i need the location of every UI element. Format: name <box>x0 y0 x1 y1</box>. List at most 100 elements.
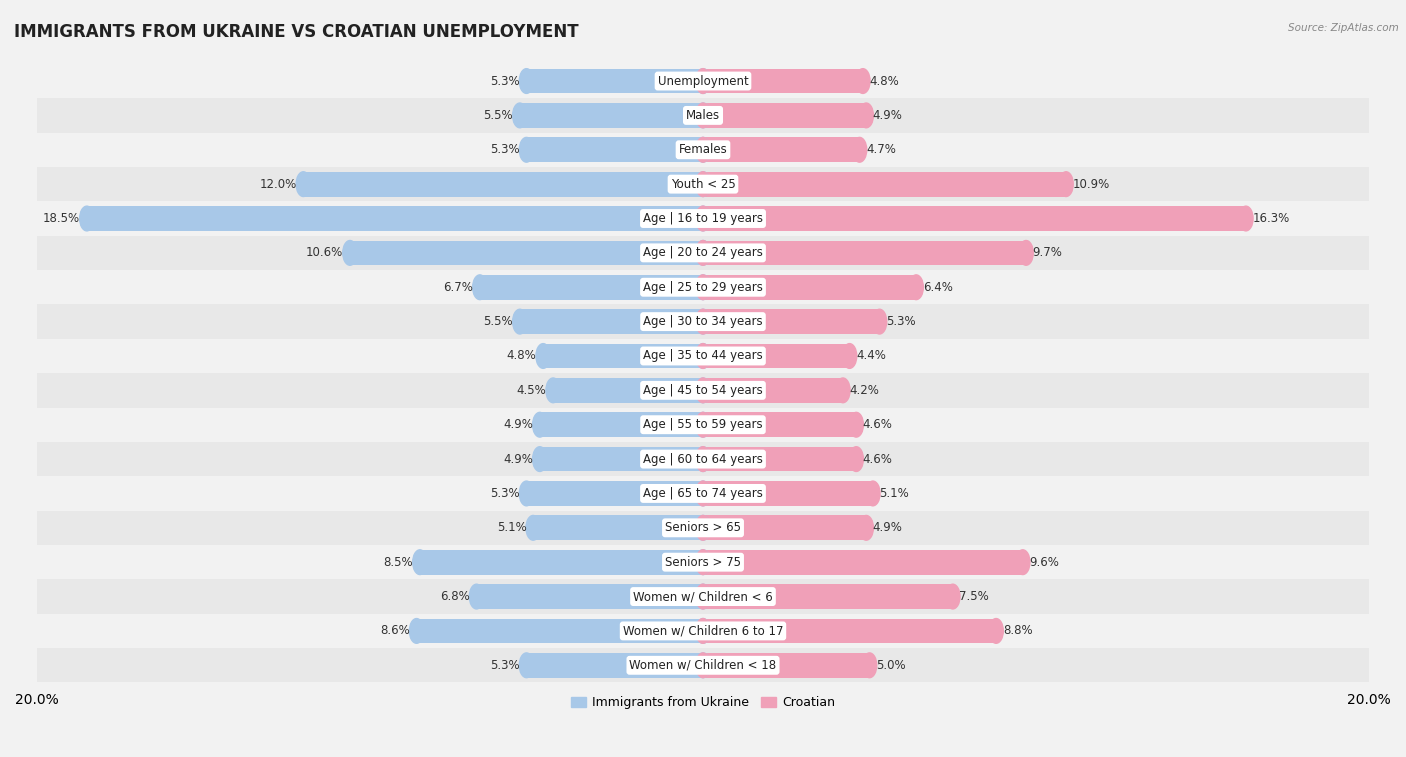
Bar <box>416 618 703 643</box>
Bar <box>703 584 953 609</box>
Bar <box>703 447 856 472</box>
Bar <box>37 407 1369 442</box>
Text: 5.3%: 5.3% <box>491 659 520 671</box>
Bar <box>37 270 1369 304</box>
Ellipse shape <box>513 310 527 334</box>
Ellipse shape <box>696 310 710 334</box>
Bar <box>37 442 1369 476</box>
Ellipse shape <box>696 275 710 300</box>
Text: 4.9%: 4.9% <box>873 109 903 122</box>
Ellipse shape <box>856 69 870 93</box>
Bar <box>526 138 703 162</box>
Text: Females: Females <box>679 143 727 156</box>
Text: 5.3%: 5.3% <box>886 315 915 328</box>
Text: 5.0%: 5.0% <box>876 659 905 671</box>
Ellipse shape <box>470 584 484 609</box>
Ellipse shape <box>696 103 710 128</box>
Ellipse shape <box>696 378 710 403</box>
Bar <box>37 511 1369 545</box>
Bar <box>477 584 703 609</box>
Text: Age | 35 to 44 years: Age | 35 to 44 years <box>643 350 763 363</box>
Bar <box>37 614 1369 648</box>
Ellipse shape <box>696 550 710 575</box>
Text: 9.6%: 9.6% <box>1029 556 1059 569</box>
Text: 8.6%: 8.6% <box>380 625 411 637</box>
Text: IMMIGRANTS FROM UKRAINE VS CROATIAN UNEMPLOYMENT: IMMIGRANTS FROM UKRAINE VS CROATIAN UNEM… <box>14 23 579 41</box>
Bar <box>703 413 856 437</box>
Text: 4.9%: 4.9% <box>503 453 533 466</box>
Text: Age | 30 to 34 years: Age | 30 to 34 years <box>643 315 763 328</box>
Text: Women w/ Children < 6: Women w/ Children < 6 <box>633 590 773 603</box>
Text: Males: Males <box>686 109 720 122</box>
Text: Age | 60 to 64 years: Age | 60 to 64 years <box>643 453 763 466</box>
Ellipse shape <box>842 344 856 369</box>
Text: 5.3%: 5.3% <box>491 487 520 500</box>
Bar <box>703 103 866 128</box>
Text: Seniors > 65: Seniors > 65 <box>665 522 741 534</box>
Ellipse shape <box>696 447 710 472</box>
Ellipse shape <box>696 138 710 162</box>
Text: 8.8%: 8.8% <box>1002 625 1032 637</box>
Bar <box>420 550 703 575</box>
Bar <box>37 98 1369 132</box>
Bar <box>526 653 703 678</box>
Bar <box>703 138 859 162</box>
Ellipse shape <box>696 653 710 678</box>
Text: Source: ZipAtlas.com: Source: ZipAtlas.com <box>1288 23 1399 33</box>
Ellipse shape <box>849 413 863 437</box>
Ellipse shape <box>409 618 423 643</box>
Text: 5.5%: 5.5% <box>484 315 513 328</box>
Text: 5.3%: 5.3% <box>491 143 520 156</box>
Bar <box>37 235 1369 270</box>
Ellipse shape <box>696 618 710 643</box>
Bar <box>87 206 703 231</box>
Ellipse shape <box>696 69 710 93</box>
Bar <box>553 378 703 403</box>
Bar <box>703 378 842 403</box>
Ellipse shape <box>835 378 851 403</box>
Ellipse shape <box>859 103 873 128</box>
Text: 8.5%: 8.5% <box>384 556 413 569</box>
Ellipse shape <box>343 241 357 265</box>
Ellipse shape <box>696 653 710 678</box>
Bar <box>37 339 1369 373</box>
Ellipse shape <box>852 138 866 162</box>
Bar <box>304 172 703 197</box>
Bar <box>37 201 1369 235</box>
Bar <box>703 275 917 300</box>
Ellipse shape <box>696 172 710 197</box>
Text: 6.4%: 6.4% <box>922 281 953 294</box>
Text: Age | 65 to 74 years: Age | 65 to 74 years <box>643 487 763 500</box>
Ellipse shape <box>696 172 710 197</box>
Text: 4.7%: 4.7% <box>866 143 896 156</box>
Ellipse shape <box>696 584 710 609</box>
Ellipse shape <box>696 241 710 265</box>
Bar <box>520 103 703 128</box>
Text: Age | 55 to 59 years: Age | 55 to 59 years <box>643 418 763 431</box>
Text: Youth < 25: Youth < 25 <box>671 178 735 191</box>
Bar <box>37 648 1369 683</box>
Ellipse shape <box>1019 241 1033 265</box>
Ellipse shape <box>696 516 710 540</box>
Ellipse shape <box>862 653 877 678</box>
Bar <box>703 241 1026 265</box>
Text: 4.2%: 4.2% <box>849 384 879 397</box>
Ellipse shape <box>526 516 540 540</box>
Text: Women w/ Children 6 to 17: Women w/ Children 6 to 17 <box>623 625 783 637</box>
Bar <box>526 69 703 93</box>
Text: 4.9%: 4.9% <box>873 522 903 534</box>
Ellipse shape <box>696 447 710 472</box>
Text: 9.7%: 9.7% <box>1033 246 1063 260</box>
Ellipse shape <box>696 138 710 162</box>
Ellipse shape <box>696 584 710 609</box>
Ellipse shape <box>946 584 960 609</box>
Ellipse shape <box>859 516 873 540</box>
Text: 5.1%: 5.1% <box>496 522 526 534</box>
Ellipse shape <box>519 481 534 506</box>
Text: 10.6%: 10.6% <box>307 246 343 260</box>
Text: 6.8%: 6.8% <box>440 590 470 603</box>
Bar <box>37 304 1369 339</box>
Ellipse shape <box>519 653 534 678</box>
Ellipse shape <box>696 241 710 265</box>
Bar <box>37 545 1369 579</box>
